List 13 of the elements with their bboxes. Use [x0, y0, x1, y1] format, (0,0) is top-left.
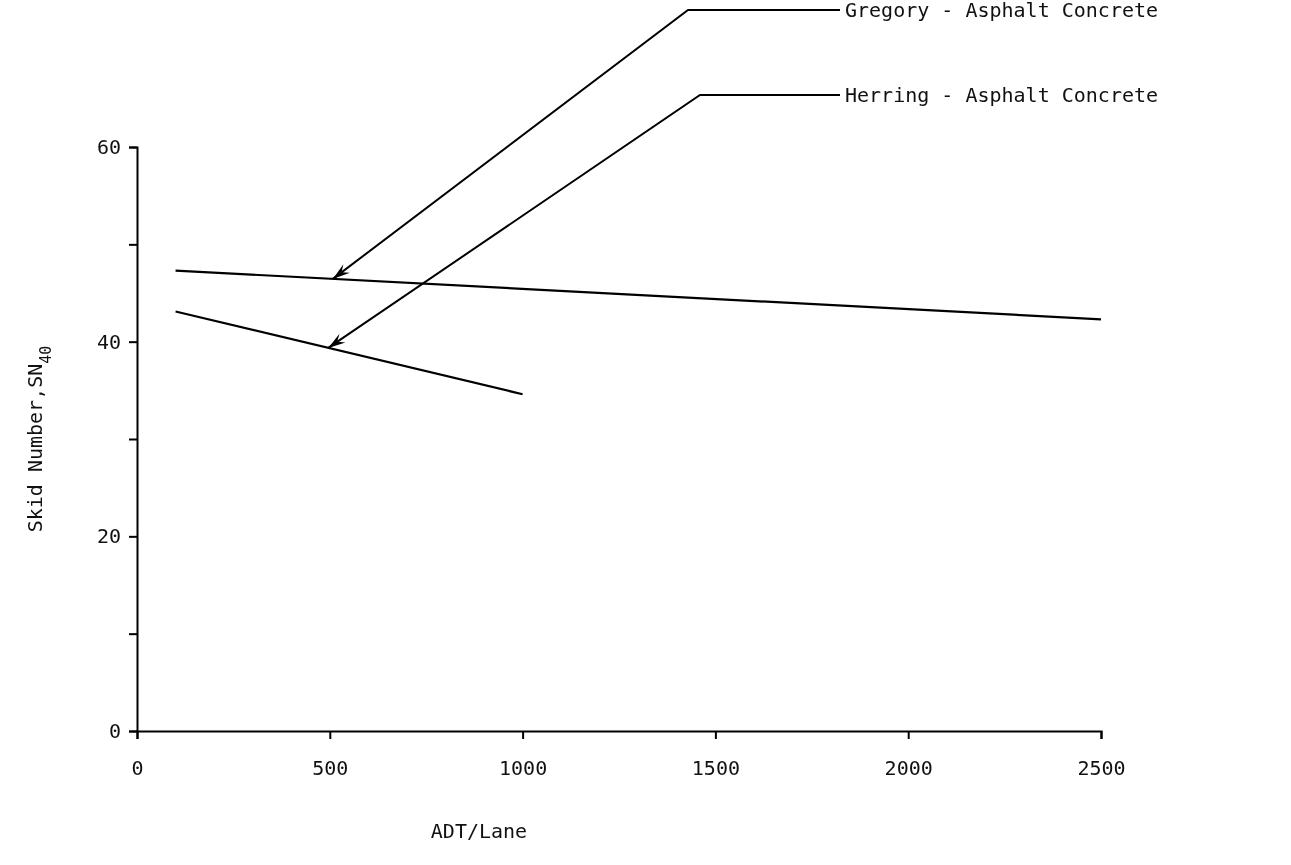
y-tick-label: 20 — [96, 524, 121, 549]
text: Herring - Asphalt Concrete — [845, 83, 1159, 107]
y-tick-label: 0 — [108, 718, 121, 743]
y-tick-label: 60 — [96, 134, 121, 159]
x-tick-label: 1500 — [691, 756, 740, 781]
y-tick-label: 40 — [96, 329, 121, 354]
x-tick-label: 500 — [312, 756, 349, 781]
x-tick-label: 1000 — [499, 756, 548, 781]
x-tick-label: 0 — [131, 756, 144, 781]
text: Gregory - Asphalt Concrete — [845, 0, 1159, 22]
x-axis-title: ADT/Lane — [430, 819, 528, 843]
x-tick-label: 2500 — [1077, 756, 1126, 781]
x-tick-label: 2000 — [884, 756, 933, 781]
